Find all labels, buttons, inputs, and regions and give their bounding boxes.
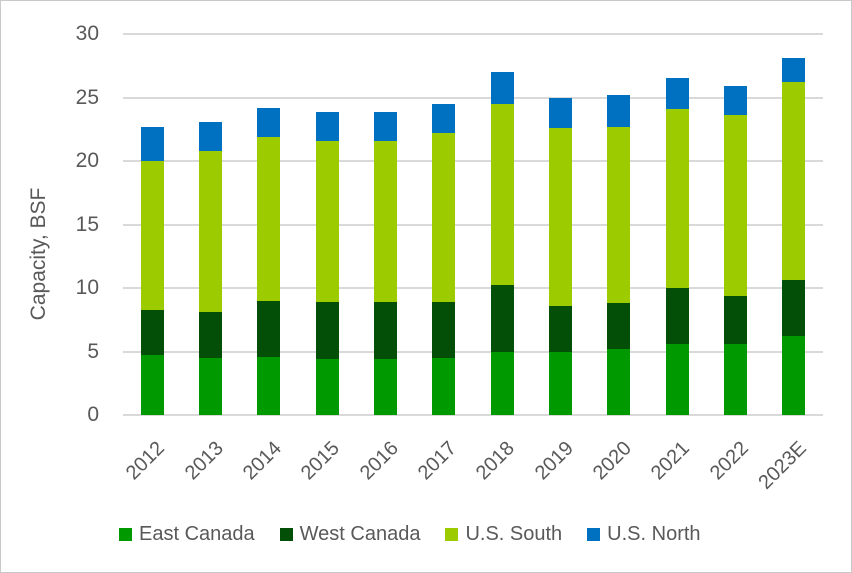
y-axis-title-text: Capacity, BSF — [27, 187, 50, 321]
bar-segment-east-canada — [374, 359, 397, 415]
bar-segment-u-s-south — [665, 108, 689, 289]
bar-segment-west-canada — [490, 285, 514, 352]
legend-swatch-u-s-north — [587, 528, 601, 541]
bar-segment-u-s-south — [315, 140, 339, 302]
bar-2013 — [199, 121, 222, 415]
bar-segment-u-s-south — [782, 82, 806, 281]
legend-item-u-s-south: U.S. South — [445, 523, 562, 546]
bar-segment-east-canada — [257, 356, 281, 415]
gridline-y-25 — [123, 96, 823, 99]
bar-segment-east-canada — [432, 357, 456, 415]
bar-2021 — [665, 78, 689, 415]
y-tick-label-10: 10 — [75, 276, 99, 299]
bar-segment-west-canada — [549, 305, 572, 352]
bar-segment-u-s-north — [257, 107, 281, 137]
bar-segment-west-canada — [199, 312, 222, 358]
bar-segment-east-canada — [782, 336, 806, 415]
bar-segment-u-s-south — [724, 115, 747, 296]
gridline-y-20 — [123, 160, 823, 162]
bar-segment-west-canada — [257, 300, 281, 357]
bar-segment-east-canada — [490, 351, 514, 415]
bar-segment-u-s-north — [315, 111, 339, 141]
gridline-y-10 — [123, 287, 823, 289]
bar-2014 — [257, 107, 281, 415]
plot-area — [123, 33, 823, 416]
y-tick-label-30: 30 — [75, 22, 99, 45]
gridline-y-15 — [123, 223, 823, 226]
bar-segment-u-s-south — [549, 127, 572, 306]
legend-swatch-east-canada — [119, 528, 132, 541]
bar-segment-west-canada — [432, 301, 456, 358]
bar-segment-u-s-north — [782, 58, 806, 83]
bar-segment-u-s-north — [140, 126, 164, 162]
legend-label-west-canada: West Canada — [299, 523, 421, 545]
bar-segment-u-s-south — [374, 140, 397, 302]
legend-item-west-canada: West Canada — [279, 523, 421, 546]
bar-segment-u-s-south — [490, 103, 514, 286]
gridline-y-0 — [123, 414, 823, 416]
bar-segment-east-canada — [665, 343, 689, 415]
legend-swatch-u-s-south — [445, 528, 459, 541]
y-tick-label-25: 25 — [75, 85, 99, 109]
bar-segment-west-canada — [665, 288, 689, 344]
y-tick-label-0: 0 — [87, 403, 99, 426]
bar-segment-u-s-north — [549, 97, 572, 128]
y-tick-label-5: 5 — [87, 339, 99, 363]
bar-2017 — [432, 103, 456, 415]
legend-swatch-west-canada — [279, 528, 293, 541]
legend-label-u-s-north: U.S. North — [607, 523, 701, 545]
bar-2022 — [724, 86, 747, 415]
bar-segment-u-s-south — [257, 136, 281, 301]
y-tick-label-20: 20 — [75, 149, 99, 172]
y-tick-label-15: 15 — [75, 212, 99, 236]
gridline-y-5 — [123, 350, 823, 353]
bar-2016 — [374, 111, 397, 415]
bar-segment-u-s-north — [665, 78, 689, 109]
bar-segment-west-canada — [782, 280, 806, 337]
bar-segment-west-canada — [140, 309, 164, 356]
bar-2018 — [490, 72, 514, 415]
legend-item-east-canada: East Canada — [119, 523, 255, 546]
bar-segment-u-s-south — [140, 161, 164, 310]
bar-segment-west-canada — [724, 295, 747, 344]
bar-2012 — [140, 126, 164, 415]
bar-2015 — [315, 111, 339, 415]
bar-segment-u-s-north — [432, 103, 456, 134]
bar-2023e — [782, 58, 806, 415]
bar-2019 — [549, 97, 572, 415]
bar-segment-u-s-south — [432, 133, 456, 302]
bar-segment-east-canada — [199, 357, 222, 415]
bar-segment-west-canada — [315, 301, 339, 360]
bar-segment-u-s-north — [490, 72, 514, 104]
bar-2020 — [607, 94, 631, 415]
bar-segment-u-s-north — [199, 121, 222, 151]
legend-label-u-s-south: U.S. South — [465, 523, 563, 545]
bar-segment-east-canada — [607, 348, 631, 415]
legend: East Canada West Canada U.S. South U.S. Nor… — [119, 523, 701, 546]
bar-segment-west-canada — [374, 301, 397, 360]
legend-item-u-s-north: U.S. North — [587, 523, 701, 546]
bar-segment-u-s-south — [607, 126, 631, 304]
bar-segment-u-s-north — [607, 94, 631, 127]
bar-segment-east-canada — [140, 355, 164, 415]
bar-segment-east-canada — [315, 359, 339, 415]
bar-segment-u-s-north — [374, 111, 397, 141]
bar-segment-west-canada — [607, 303, 631, 349]
bar-segment-u-s-north — [724, 86, 747, 116]
bar-segment-u-s-south — [199, 150, 222, 313]
gridline-y-30 — [123, 33, 823, 35]
legend-label-east-canada: East Canada — [139, 523, 255, 545]
bar-segment-east-canada — [549, 351, 572, 415]
bar-segment-east-canada — [724, 343, 747, 415]
